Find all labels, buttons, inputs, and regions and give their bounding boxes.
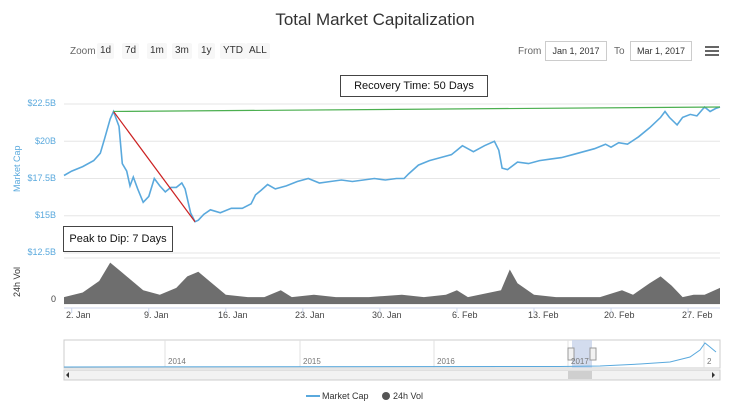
navigator-year-label: 2016	[437, 357, 455, 366]
x-tick-label: 30. Jan	[372, 310, 402, 320]
hamburger-menu-icon[interactable]	[705, 44, 719, 58]
peak-to-dip-annotation: Peak to Dip: 7 Days	[63, 226, 173, 252]
x-tick-label: 13. Feb	[528, 310, 559, 320]
y-tick-label: $15B	[34, 210, 56, 220]
volume-tick-label: 0	[50, 294, 56, 304]
zoom-1d-button[interactable]: 1d	[97, 43, 115, 59]
zoom-all-button[interactable]: ALL	[246, 43, 270, 59]
x-tick-label: 16. Jan	[218, 310, 248, 320]
scrollbar-thumb[interactable]	[568, 371, 592, 379]
market-cap-series	[63, 105, 721, 223]
x-tick-label: 9. Jan	[144, 310, 169, 320]
navigator-selection[interactable]	[572, 340, 592, 368]
chart-title: Total Market Capitalization	[275, 10, 475, 29]
volume-area	[64, 262, 720, 304]
from-date-input[interactable]: Jan 1, 2017	[545, 41, 607, 61]
peak-to-dip-line	[113, 111, 196, 223]
y-tick-label: $12.5B	[27, 247, 56, 257]
x-tick-label: 20. Feb	[604, 310, 635, 320]
navigator-year-label: 2017	[571, 357, 589, 366]
x-tick-label: 2. Jan	[66, 310, 91, 320]
zoom-3m-button[interactable]: 3m	[172, 43, 192, 59]
from-label: From	[518, 46, 542, 57]
navigator-year-label: 2	[707, 357, 712, 366]
y-tick-label: $17.5B	[27, 173, 56, 183]
navigator-series	[63, 342, 717, 368]
x-tick-label: 27. Feb	[682, 310, 713, 320]
legend-volume-icon	[382, 392, 390, 400]
y-tick-label: $22.5B	[27, 98, 56, 108]
navigator-frame	[63, 339, 721, 369]
navigator-year-label: 2015	[303, 357, 321, 366]
scroll-left-arrow-icon[interactable]	[66, 372, 69, 378]
recovery-time-annotation: Recovery Time: 50 Days	[340, 75, 488, 97]
y-tick-label: $20B	[34, 136, 56, 146]
zoom-ytd-button[interactable]: YTD	[220, 43, 246, 59]
scrollbar-track[interactable]	[63, 369, 721, 381]
to-date-input[interactable]: Mar 1, 2017	[630, 41, 692, 61]
x-tick-label: 23. Jan	[295, 310, 325, 320]
navigator-year-label: 2014	[168, 357, 186, 366]
zoom-1m-button[interactable]: 1m	[147, 43, 167, 59]
legend-market-cap[interactable]: Market Cap	[322, 391, 369, 401]
market-cap-line	[63, 105, 721, 223]
zoom-1y-button[interactable]: 1y	[198, 43, 215, 59]
to-label: To	[614, 46, 625, 57]
scroll-right-arrow-icon[interactable]	[712, 372, 715, 378]
zoom-label: Zoom	[70, 46, 96, 57]
navigator-left-handle[interactable]	[567, 347, 575, 361]
legend-volume[interactable]: 24h Vol	[393, 391, 424, 401]
x-tick-label: 6. Feb	[452, 310, 478, 320]
recovery-line	[113, 106, 721, 113]
navigator-right-handle[interactable]	[589, 347, 597, 361]
gridlines	[64, 103, 720, 313]
zoom-7d-button[interactable]: 7d	[122, 43, 140, 59]
navigator[interactable]	[63, 339, 721, 381]
annotation-lines	[113, 106, 721, 223]
volume-area-path	[64, 262, 720, 304]
